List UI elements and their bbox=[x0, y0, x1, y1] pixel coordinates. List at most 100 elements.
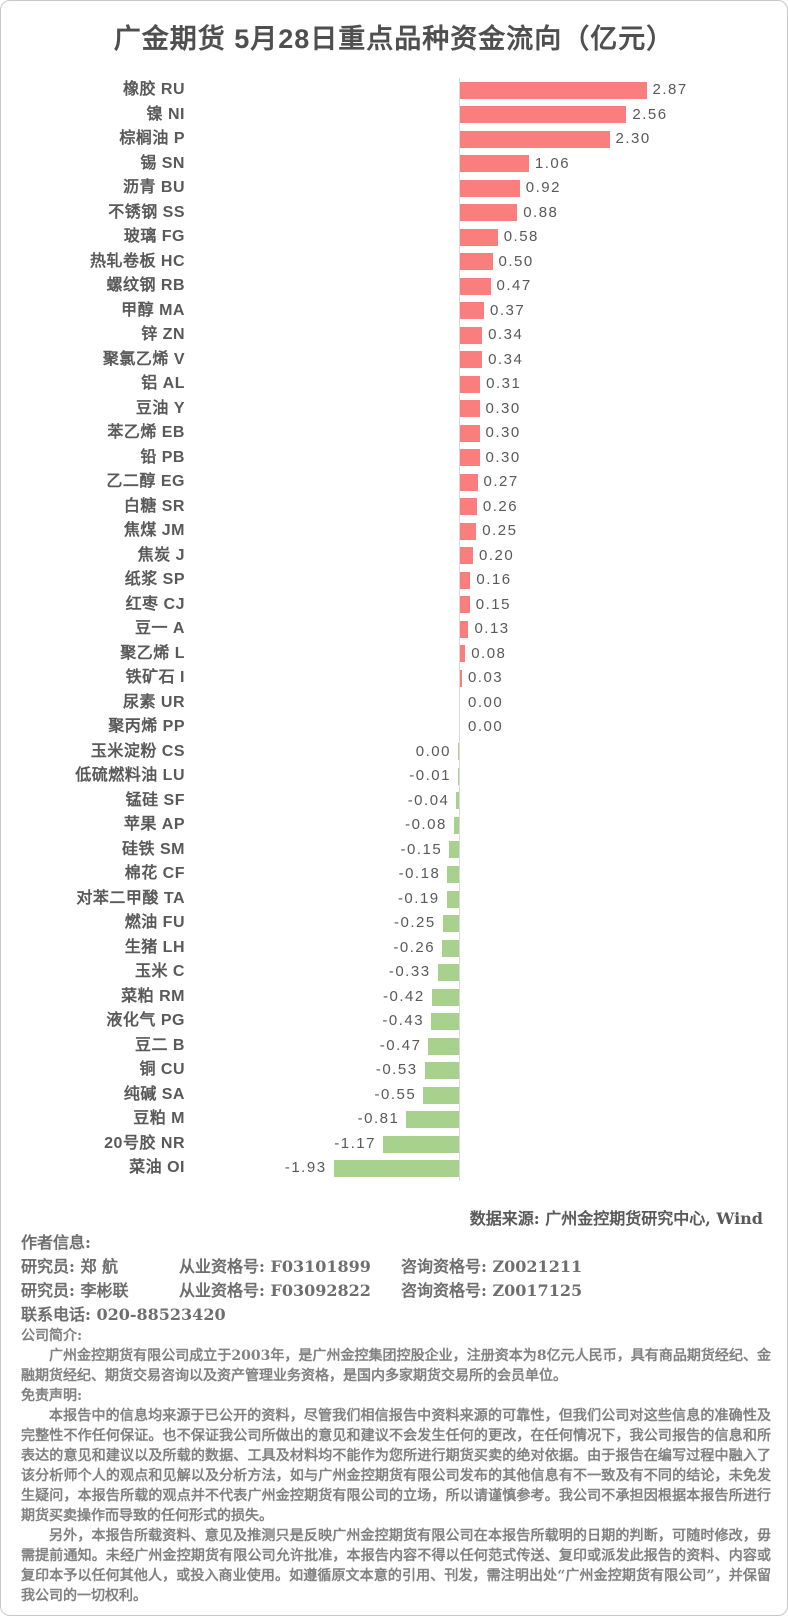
chart-row: 红枣 CJ 0.15 bbox=[1, 593, 787, 618]
value-label: 0.27 bbox=[483, 473, 519, 491]
positive-bar bbox=[460, 424, 480, 442]
value-label: -0.55 bbox=[374, 1085, 417, 1103]
value-label: 0.26 bbox=[482, 497, 519, 515]
category-label: 铜 CU bbox=[139, 1061, 185, 1079]
negative-bar bbox=[406, 1111, 459, 1129]
positive-bar bbox=[460, 155, 529, 173]
chart-row: 镍 NI 2.56 bbox=[1, 103, 787, 128]
value-label: 2.87 bbox=[652, 81, 688, 98]
zero-axis-line bbox=[459, 78, 460, 1181]
category-label: 棕榈油 P bbox=[119, 130, 185, 148]
value-label: 0.00 bbox=[415, 742, 451, 760]
negative-bar bbox=[458, 743, 459, 761]
value-label: 0.50 bbox=[498, 252, 534, 270]
category-label: 沥青 BU bbox=[122, 179, 185, 197]
value-label: 0.08 bbox=[471, 644, 507, 662]
category-label: 螺纹钢 RB bbox=[106, 277, 185, 295]
value-label: 0.30 bbox=[485, 399, 521, 417]
category-label: 菜油 OI bbox=[129, 1159, 185, 1177]
category-label: 橡胶 RU bbox=[122, 81, 185, 98]
data-source-note: 数据来源: 广州金控期货研究中心, Wind bbox=[469, 1209, 763, 1228]
category-label: 棉花 CF bbox=[124, 865, 185, 883]
negative-bar bbox=[456, 792, 459, 810]
positive-bar bbox=[460, 620, 469, 638]
chart-row: 生猪 LH -0.26 bbox=[1, 936, 787, 961]
value-label: 1.06 bbox=[534, 154, 571, 172]
negative-bar bbox=[428, 1037, 459, 1055]
chart-row: 焦炭 J 0.20 bbox=[1, 544, 787, 569]
value-label: 0.30 bbox=[485, 424, 521, 442]
category-label: 纯碱 SA bbox=[123, 1085, 185, 1103]
researcher-line: 研究员: 李彬联 从业资格号: F03092822 咨询资格号: Z001712… bbox=[21, 1279, 761, 1303]
chart-row: 豆粕 M -0.81 bbox=[1, 1107, 787, 1132]
value-label: 0.16 bbox=[476, 571, 512, 589]
negative-bar bbox=[447, 866, 459, 883]
chart-row: 燃油 FU -0.25 bbox=[1, 911, 787, 936]
value-label: -0.18 bbox=[398, 865, 441, 883]
negative-bar bbox=[423, 1086, 459, 1104]
chart-row: 对苯二甲酸 TA -0.19 bbox=[1, 887, 787, 912]
value-label: 0.88 bbox=[523, 203, 559, 221]
positive-bar bbox=[460, 253, 493, 271]
value-label: -0.19 bbox=[397, 889, 440, 907]
negative-bar bbox=[442, 915, 459, 933]
positive-bar bbox=[460, 277, 491, 295]
category-label: 液化气 PG bbox=[106, 1012, 185, 1030]
category-label: 菜粕 RM bbox=[121, 987, 185, 1005]
chart-row: 甲醇 MA 0.37 bbox=[1, 299, 787, 324]
category-label: 豆粕 M bbox=[133, 1110, 185, 1128]
value-label: 2.56 bbox=[632, 105, 668, 123]
chart-row: 20号胶 NR -1.17 bbox=[1, 1132, 787, 1157]
chart-row: 螺纹钢 RB 0.47 bbox=[1, 274, 787, 299]
positive-bar bbox=[460, 498, 477, 516]
positive-bar bbox=[460, 669, 462, 687]
category-label: 燃油 FU bbox=[124, 914, 185, 932]
category-label: 焦煤 JM bbox=[123, 522, 185, 540]
category-label: 铝 AL bbox=[141, 375, 185, 393]
positive-bar bbox=[460, 130, 610, 148]
positive-bar bbox=[460, 302, 485, 320]
category-label: 硅铁 SM bbox=[122, 840, 185, 858]
positive-bar bbox=[460, 326, 483, 344]
category-label: 尿素 UR bbox=[122, 693, 185, 711]
negative-bar bbox=[446, 890, 459, 908]
chart-row: 液化气 PG -0.43 bbox=[1, 1009, 787, 1034]
chart-row: 锡 SN 1.06 bbox=[1, 152, 787, 177]
researcher-name: 研究员: 李彬联 bbox=[21, 1281, 129, 1300]
negative-bar bbox=[382, 1135, 459, 1153]
category-label: 豆一 A bbox=[134, 620, 185, 638]
chart-row: 纯碱 SA -0.55 bbox=[1, 1083, 787, 1108]
chart-row: 铜 CU -0.53 bbox=[1, 1058, 787, 1083]
negative-bar bbox=[458, 767, 459, 785]
negative-bar bbox=[424, 1062, 459, 1080]
value-label: -0.47 bbox=[379, 1036, 422, 1054]
value-label: 2.30 bbox=[615, 130, 651, 148]
positive-bar bbox=[460, 375, 481, 393]
negative-bar bbox=[453, 816, 459, 834]
negative-bar bbox=[442, 939, 459, 957]
category-label: 铁矿石 I bbox=[125, 669, 185, 687]
positive-bar bbox=[460, 473, 478, 491]
category-label: 镍 NI bbox=[146, 105, 185, 123]
value-label: -0.81 bbox=[357, 1110, 400, 1128]
value-label: 0.58 bbox=[503, 228, 539, 246]
value-label: -1.93 bbox=[284, 1159, 327, 1177]
value-label: -0.04 bbox=[407, 791, 450, 809]
positive-bar bbox=[460, 204, 518, 222]
chart-row: 焦煤 JM 0.25 bbox=[1, 519, 787, 544]
negative-bar bbox=[431, 988, 459, 1006]
category-label: 对苯二甲酸 TA bbox=[76, 889, 185, 907]
positive-bar bbox=[460, 449, 480, 467]
chart-row: 铝 AL 0.31 bbox=[1, 372, 787, 397]
chart-row: 不锈钢 SS 0.88 bbox=[1, 201, 787, 226]
category-label: 锡 SN bbox=[140, 154, 185, 172]
contact-phone: 联系电话: 020-88523420 bbox=[21, 1305, 226, 1324]
category-label: 焦炭 J bbox=[137, 546, 185, 564]
value-label: -0.53 bbox=[375, 1061, 418, 1079]
advisory-license-number: 咨询资格号: Z0017125 bbox=[401, 1281, 583, 1300]
category-label: 锰硅 SF bbox=[125, 791, 185, 809]
negative-bar bbox=[437, 964, 459, 982]
category-label: 甲醇 MA bbox=[121, 301, 185, 319]
positive-bar bbox=[460, 81, 647, 99]
